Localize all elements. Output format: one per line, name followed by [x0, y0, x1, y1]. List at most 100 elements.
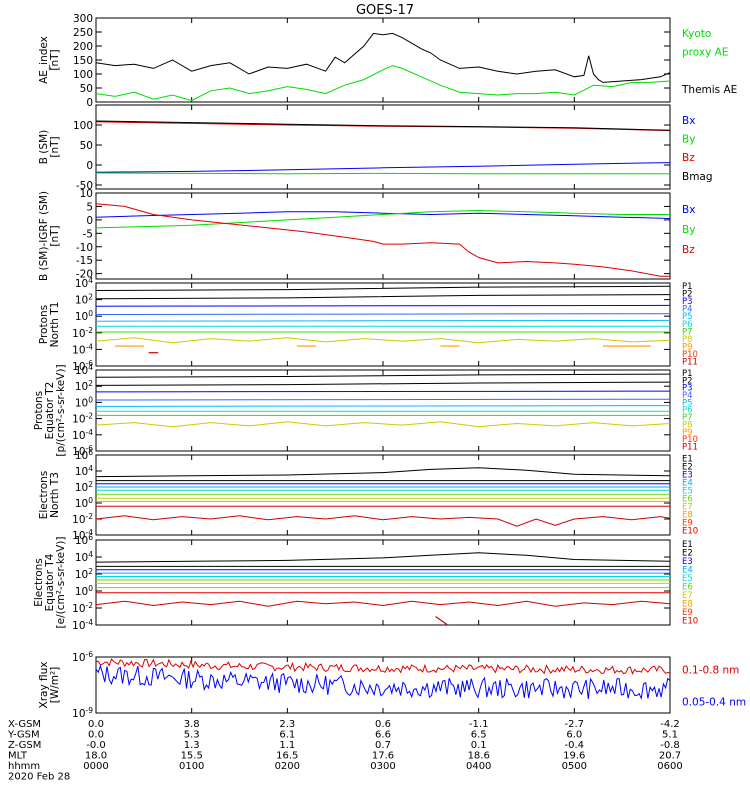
legend-entry: P11 [682, 443, 698, 453]
y-tick-label: 106 [75, 533, 93, 547]
y-tick-label: -5 [83, 228, 93, 240]
y-axis-label: Equator T2 [44, 382, 56, 440]
y-tick-label: 100 [75, 496, 93, 510]
series-group [96, 285, 670, 354]
y-axis-label: Equator T4 [44, 553, 56, 611]
panel-bsm: 100 50 0 -50 B (SM) [nT] Bx By Bz Bmag [38, 104, 713, 192]
panel-frame [95, 192, 671, 280]
ephemeris-value: 20.7 [659, 751, 681, 762]
series-group [96, 373, 670, 428]
y-tick-label: 10-6 [72, 650, 93, 664]
series-E10 [96, 600, 670, 607]
y-tick-label: -15 [76, 255, 93, 267]
y-tick-label: 102 [75, 567, 93, 581]
ephemeris-value: -0.4 [565, 740, 585, 751]
legend-entry: P9 [682, 428, 693, 438]
y-tick-label: 5 [86, 201, 93, 213]
panel-ae: 300 250 200 150 100 50 0 AE_index [nT] Kyoto proxy… [38, 13, 737, 109]
y-tick-label: -10 [76, 242, 93, 254]
series-P1 [96, 285, 670, 291]
legend-entry: E4 [682, 478, 693, 488]
ephemeris-table: X-GSM 0.0 3.8 2.3 0.6 -1.1 -2.7 -4.2 Y-GSM 0.0 5.3… [7, 719, 683, 783]
legend-entry: P1 [682, 282, 693, 292]
y-axis-label: Protons [38, 305, 50, 344]
legend-entry: proxy AE [682, 47, 728, 59]
legend-entry: P10 [682, 350, 698, 360]
series-group [96, 552, 670, 625]
series-P2 [96, 381, 670, 386]
legend-entry: P9 [682, 342, 693, 352]
y-axis-label: Electrons [33, 558, 45, 607]
series-P5 [96, 319, 670, 322]
ephemeris-value: 5.3 [184, 730, 200, 741]
y-tick-label: 104 [75, 464, 93, 478]
legend-entry: E3 [682, 470, 693, 480]
y-tick-label: 100 [75, 584, 93, 598]
legend-entry: P3 [682, 297, 693, 307]
ephemeris-value: 0600 [657, 761, 682, 772]
series-P3 [96, 304, 670, 307]
panel-ee: 106 104 102 100 10-2 10-4 Electrons Equator T4[… [33, 533, 698, 632]
chart-title: GOES-17 [356, 3, 414, 18]
ephemeris-value: 0.0 [88, 730, 104, 741]
ephemeris-value: -1.1 [469, 719, 489, 730]
y-tick-label: 10-4 [72, 342, 93, 356]
series-P3 [96, 390, 670, 393]
y-tick-label: 10-9 [72, 706, 93, 720]
y-axis-label: B (SM) [38, 130, 50, 164]
series-P4 [96, 313, 670, 315]
ephemeris-value: -0.0 [86, 740, 106, 751]
legend-entry: 0.1-0.8 nm [682, 664, 739, 676]
series-Themis-AE [96, 32, 670, 83]
ephemeris-value: 0.7 [375, 740, 391, 751]
series-P4 [96, 398, 670, 401]
ephemeris-value: 0.1 [471, 740, 487, 751]
y-axis-label: [nT] [49, 49, 61, 70]
legend-entry: E6 [682, 582, 693, 592]
legend-entry: E5 [682, 574, 693, 584]
y-tick-label: 102 [75, 480, 93, 494]
ephemeris-value: 6.0 [566, 730, 582, 741]
y-axis-label: [nT] [49, 136, 61, 157]
ephemeris-value: 1.3 [184, 740, 200, 751]
series-Bz [96, 203, 670, 277]
ephemeris-value: 18.6 [468, 751, 490, 762]
y-axis-label: B (SM)-IGRF (SM) [38, 191, 50, 281]
y-tick-label: 50 [80, 83, 93, 95]
ephemeris-value: 0300 [370, 761, 395, 772]
y-tick-label: 100 [75, 395, 93, 409]
ephemeris-value: 0500 [562, 761, 587, 772]
legend-entry: Kyoto [682, 28, 711, 40]
series-group [96, 203, 670, 277]
legend-entry: By [682, 224, 695, 236]
y-tick-label: 100 [73, 120, 93, 132]
series-E10 [96, 515, 670, 527]
y-tick-label: 10-2 [72, 326, 93, 340]
legend-entry: E8 [682, 510, 693, 520]
series-E10-dip [435, 616, 449, 625]
y-tick-label: 0 [86, 97, 93, 109]
ephemeris-value: 18.0 [85, 751, 107, 762]
series-P8 [96, 421, 670, 428]
legend-entry: E4 [682, 565, 693, 575]
y-tick-label: 106 [75, 448, 93, 462]
panel-frame [95, 104, 671, 190]
legend-entry: P11 [682, 358, 698, 368]
y-tick-label: 104 [75, 550, 93, 564]
legend-entry: P8 [682, 420, 693, 430]
series-P1 [96, 373, 670, 378]
series-P2 [96, 294, 670, 300]
legend-entry: P4 [682, 391, 693, 401]
series-Bmag [96, 120, 670, 131]
legend-entry: Bx [682, 204, 695, 216]
y-axis-label: AE_index [38, 36, 50, 84]
panel-legend: Bx By Bz [682, 204, 695, 256]
ephemeris-value: 0200 [275, 761, 300, 772]
legend-entry: 0.05-0.4 nm [682, 696, 746, 708]
series-Bx [96, 162, 670, 173]
